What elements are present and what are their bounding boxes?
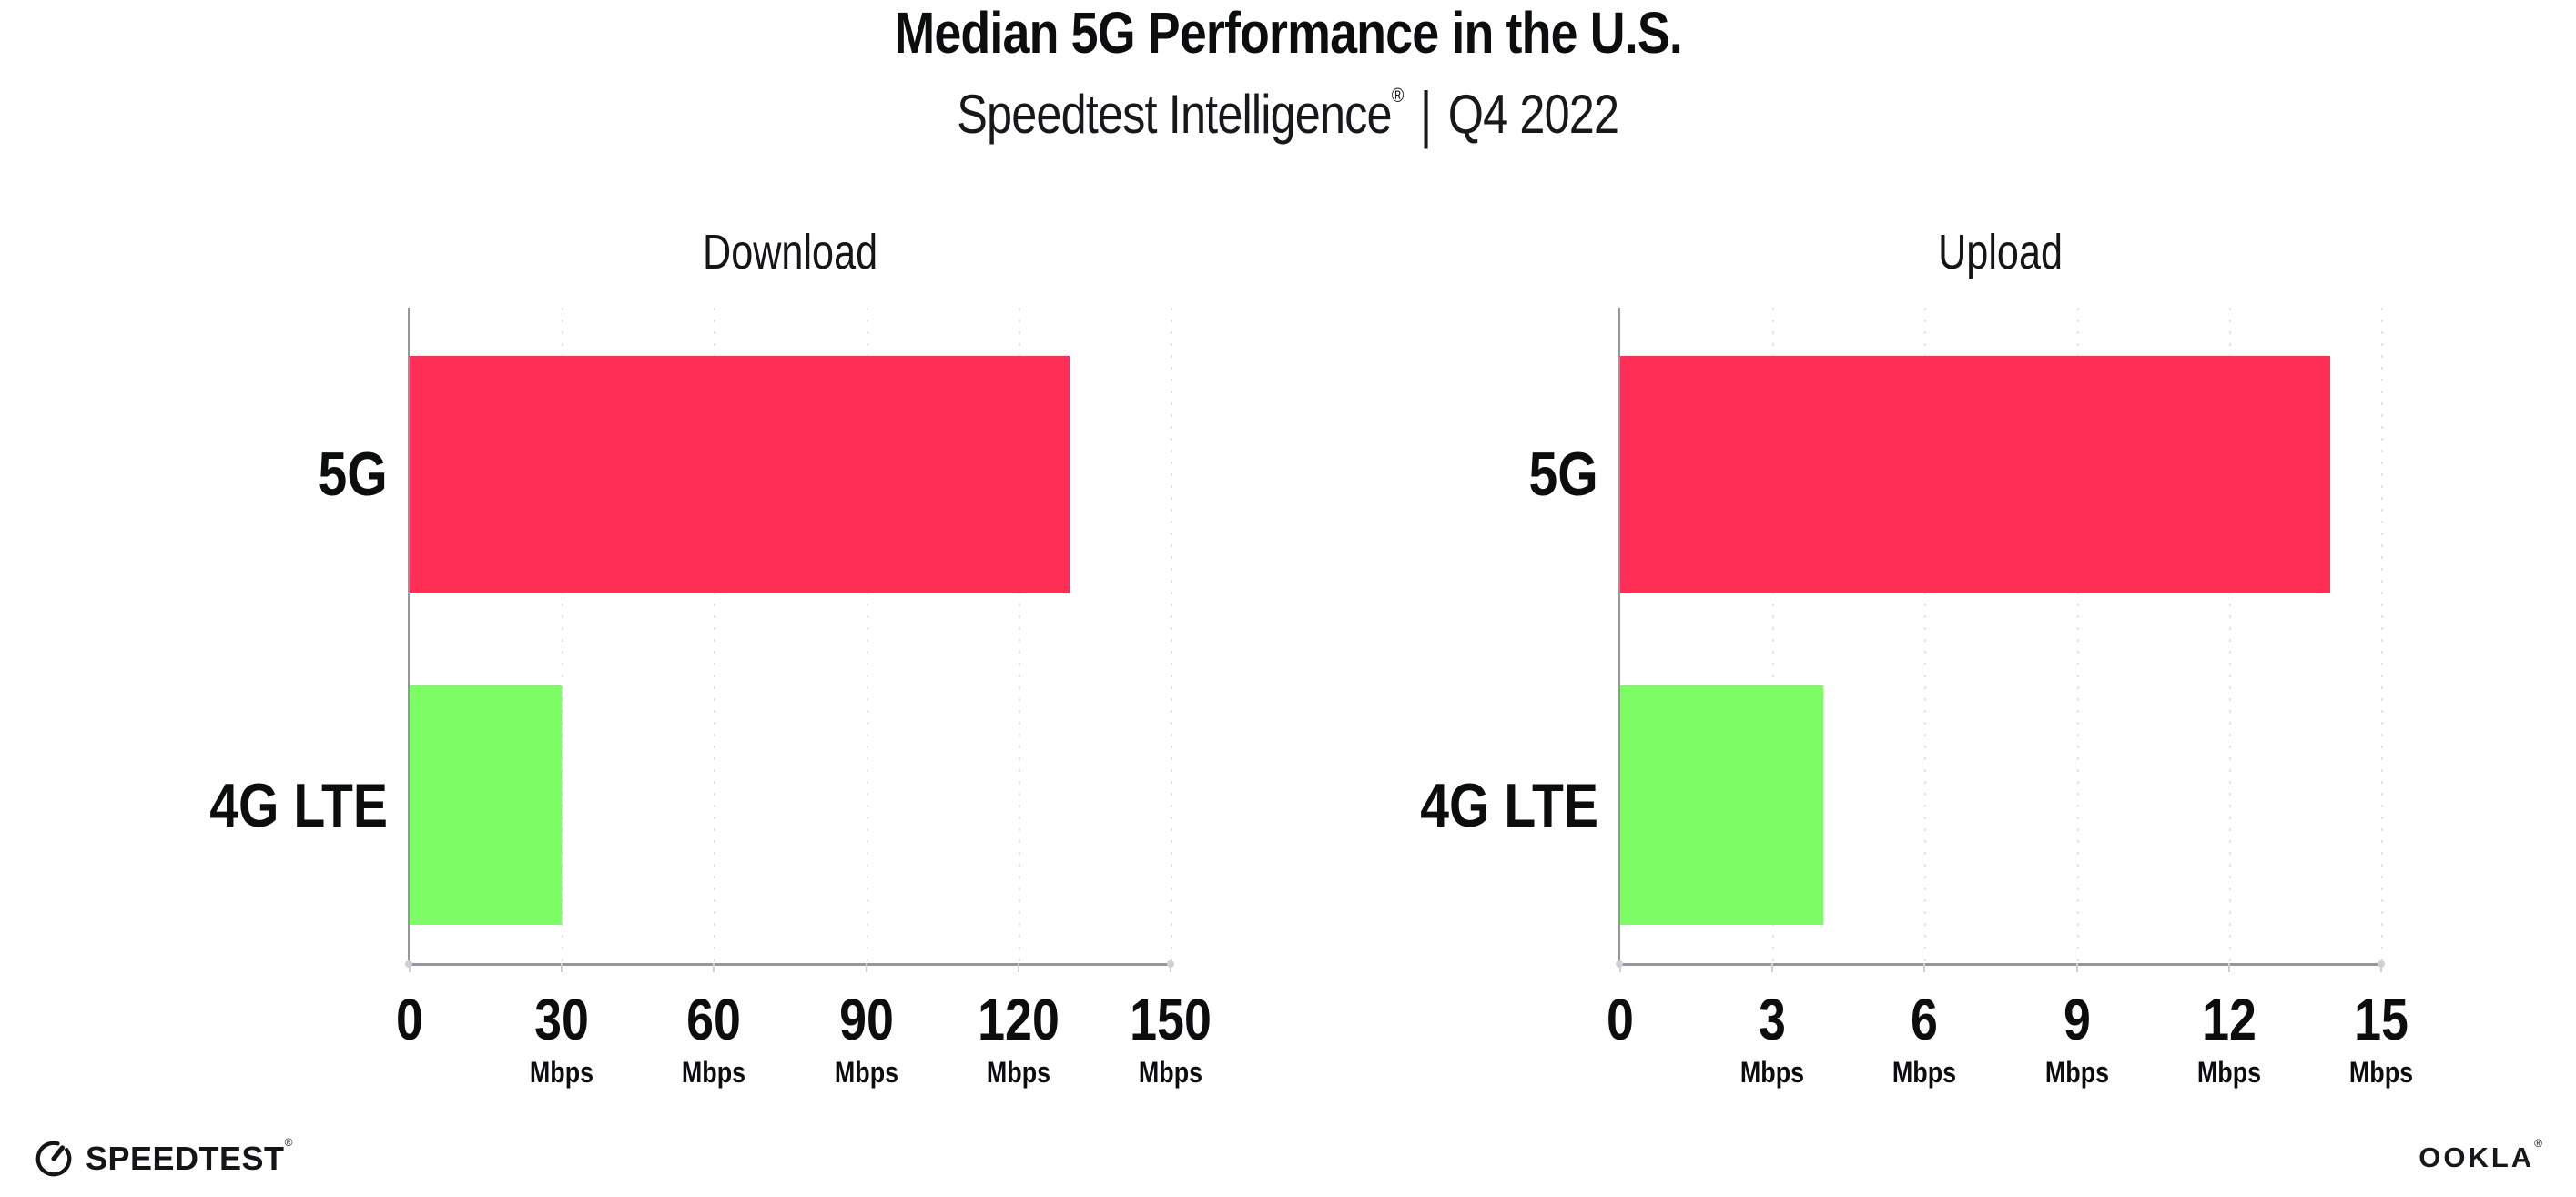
bar-5g-download bbox=[410, 355, 1070, 593]
page-subtitle: Speedtest Intelligence® | Q4 2022 bbox=[0, 83, 2576, 146]
category-label-5g: 5G bbox=[318, 440, 388, 510]
x-tick-label: 30 Mbps bbox=[523, 990, 600, 1087]
x-tick-label: 15 Mbps bbox=[2343, 990, 2419, 1087]
x-tick-label: 0 Mbps bbox=[1582, 990, 1658, 1087]
bar-4g-lte-download bbox=[410, 685, 563, 926]
tick-unit: Mbps bbox=[2044, 1056, 2109, 1089]
tick-number: 30 bbox=[534, 987, 590, 1052]
registered-mark: ® bbox=[2534, 1137, 2545, 1150]
gridline bbox=[562, 308, 564, 963]
registered-mark: ® bbox=[284, 1136, 293, 1149]
gridline bbox=[714, 308, 716, 963]
tick-number: 0 bbox=[396, 987, 423, 1052]
tick-unit: Mbps bbox=[2196, 1056, 2261, 1089]
gridline bbox=[2076, 308, 2079, 963]
tick-unit: Mbps bbox=[1138, 1056, 1203, 1089]
tick-number: 3 bbox=[1759, 987, 1787, 1052]
speedtest-logo: SPEEDTEST® bbox=[33, 1136, 293, 1180]
tick-number: 120 bbox=[977, 987, 1060, 1052]
tick-unit: Mbps bbox=[2348, 1056, 2414, 1089]
tick bbox=[1017, 963, 1019, 972]
tick bbox=[1923, 963, 1926, 972]
gridline bbox=[1018, 308, 1020, 963]
x-tick-label: 3 Mbps bbox=[1734, 990, 1810, 1087]
gridline bbox=[1772, 308, 1775, 963]
gridline bbox=[1924, 308, 1927, 963]
category-label-4g-lte: 4G LTE bbox=[1420, 770, 1598, 840]
download-chart-title: Download bbox=[702, 225, 878, 279]
speedtest-gauge-icon bbox=[33, 1138, 75, 1180]
x-tick-label: 9 Mbps bbox=[2039, 990, 2115, 1087]
tick bbox=[2380, 963, 2382, 972]
tick-number: 90 bbox=[838, 987, 894, 1052]
subtitle-separator: | bbox=[1420, 78, 1432, 149]
bar-5g-upload bbox=[1620, 355, 2331, 593]
gridline bbox=[866, 308, 868, 963]
tick-unit: Mbps bbox=[682, 1056, 746, 1089]
tick-unit: Mbps bbox=[530, 1056, 594, 1089]
bar-4g-lte-upload bbox=[1620, 685, 1823, 926]
tick bbox=[713, 963, 715, 972]
tick-number: 0 bbox=[1607, 987, 1634, 1052]
tick-number: 12 bbox=[2201, 987, 2257, 1052]
tick bbox=[2075, 963, 2078, 972]
tick-unit: Mbps bbox=[986, 1056, 1050, 1089]
x-tick-label: 150 Mbps bbox=[1122, 990, 1220, 1087]
registered-mark: ® bbox=[1391, 84, 1405, 107]
tick bbox=[1619, 963, 1621, 972]
tick-unit: Mbps bbox=[1892, 1056, 1957, 1089]
upload-plot-area: Upload 5G 4G LTE 0 Mbps 3 Mbps 6 Mbps bbox=[1420, 228, 2413, 1087]
tick bbox=[2227, 963, 2230, 972]
page-title-text: Median 5G Performance in the U.S. bbox=[894, 0, 1682, 66]
speedtest-logo-text: SPEEDTEST® bbox=[86, 1136, 293, 1177]
tick bbox=[409, 963, 411, 972]
page-subtitle-text: Speedtest Intelligence® | Q4 2022 bbox=[957, 83, 1620, 146]
x-tick-label: 90 Mbps bbox=[828, 990, 905, 1087]
tick-unit: Mbps bbox=[834, 1056, 898, 1089]
category-label-5g: 5G bbox=[1528, 440, 1598, 510]
tick-unit: Mbps bbox=[1740, 1056, 1805, 1089]
x-tick-label: 6 Mbps bbox=[1887, 990, 1963, 1087]
tick-number: 60 bbox=[686, 987, 742, 1052]
gridline bbox=[2381, 308, 2383, 963]
tick-number: 6 bbox=[1911, 987, 1939, 1052]
gridline bbox=[2228, 308, 2231, 963]
tick bbox=[1170, 963, 1171, 972]
upload-chart-title: Upload bbox=[1938, 225, 2064, 279]
x-tick-label: 60 Mbps bbox=[676, 990, 753, 1087]
x-tick-label: 0 Mbps bbox=[371, 990, 448, 1087]
ookla-logo: OOKLA® bbox=[2419, 1138, 2545, 1173]
tick bbox=[561, 963, 563, 972]
page-title: Median 5G Performance in the U.S. bbox=[0, 4, 2576, 62]
tick-number: 15 bbox=[2354, 987, 2409, 1052]
x-tick-label: 120 Mbps bbox=[969, 990, 1067, 1087]
subtitle-brand: Speedtest Intelligence bbox=[957, 84, 1393, 145]
download-plot-area: Download 5G 4G LTE 0 Mbps 30 Mbps 60 Mbp… bbox=[209, 228, 1212, 1087]
gridline bbox=[1171, 308, 1172, 963]
tick-number: 9 bbox=[2063, 987, 2091, 1052]
x-tick-label: 12 Mbps bbox=[2191, 990, 2267, 1087]
tick bbox=[1771, 963, 1774, 972]
category-label-4g-lte: 4G LTE bbox=[209, 770, 388, 840]
tick bbox=[865, 963, 867, 972]
tick-number: 150 bbox=[1130, 987, 1212, 1052]
subtitle-period: Q4 2022 bbox=[1447, 84, 1619, 145]
ookla-logo-text: OOKLA bbox=[2419, 1141, 2535, 1173]
